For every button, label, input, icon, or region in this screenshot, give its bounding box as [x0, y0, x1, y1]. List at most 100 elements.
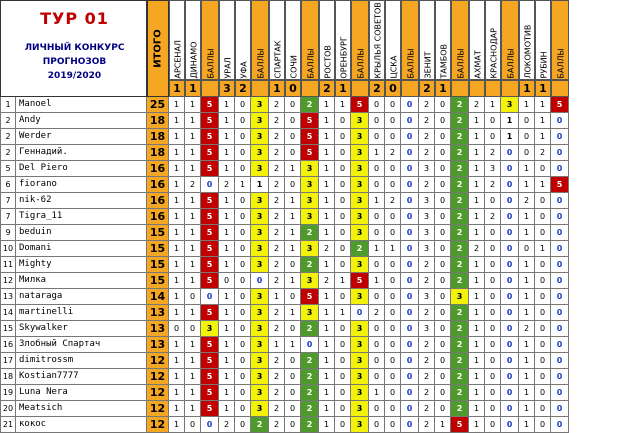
prediction-home: 1: [219, 257, 235, 273]
prediction-away: 1: [185, 225, 201, 241]
prediction-away: 1: [185, 241, 201, 257]
total-points: 15: [147, 225, 169, 241]
points-cell: 2: [451, 209, 469, 225]
points-cell: 0: [401, 113, 419, 129]
prediction-away: 1: [485, 97, 501, 113]
points-cell: 0: [401, 241, 419, 257]
prediction-away: 1: [285, 209, 301, 225]
prediction-away: 0: [235, 385, 251, 401]
prediction-home: 1: [469, 305, 485, 321]
prediction-home: 2: [319, 241, 335, 257]
prediction-away: 0: [285, 385, 301, 401]
points-cell: 5: [201, 129, 219, 145]
prediction-away: 0: [435, 369, 451, 385]
prediction-home: 1: [319, 209, 335, 225]
points-cell: 0: [401, 193, 419, 209]
total-points: 15: [147, 241, 169, 257]
player-name: nataraga: [16, 289, 147, 305]
prediction-away: 0: [235, 273, 251, 289]
points-header-cell: БАЛЛЫ: [501, 0, 519, 80]
prediction-home: 3: [419, 241, 435, 257]
prediction-home: 1: [519, 305, 535, 321]
prediction-away: 0: [435, 225, 451, 241]
prediction-home: 1: [169, 209, 185, 225]
points-header-cell: БАЛЛЫ: [451, 0, 469, 80]
rank-cell: 18: [0, 369, 16, 385]
prediction-away: 0: [385, 273, 401, 289]
prediction-away: 0: [435, 353, 451, 369]
rank-cell: 9: [0, 225, 16, 241]
total-points: 18: [147, 145, 169, 161]
prediction-home: 1: [169, 97, 185, 113]
prediction-away: 0: [235, 209, 251, 225]
team-away-header-cell: ЦСКА: [385, 0, 401, 80]
rank-cell: 12: [0, 273, 16, 289]
prediction-home: 2: [269, 257, 285, 273]
prediction-away: 0: [335, 161, 351, 177]
prediction-home: 1: [319, 177, 335, 193]
player-name: Skywalker: [16, 321, 147, 337]
prediction-away: 1: [285, 225, 301, 241]
points-cell: 3: [251, 305, 269, 321]
prediction-home: 2: [419, 177, 435, 193]
points-cell: 0: [551, 113, 569, 129]
prediction-home: 1: [319, 225, 335, 241]
round-title: ТУР 01: [40, 9, 109, 28]
prediction-home: 1: [469, 385, 485, 401]
points-cell: 2: [451, 401, 469, 417]
title-block: ТУР 01 ЛИЧНЫЙ КОНКУРС ПРОГНОЗОВ 2019/202…: [0, 0, 147, 97]
prediction-away: 0: [285, 145, 301, 161]
total-column-header: ИТОГО: [147, 0, 169, 97]
points-cell: 0: [301, 337, 319, 353]
prediction-home: 1: [169, 401, 185, 417]
total-points: 16: [147, 209, 169, 225]
rank-cell: 15: [0, 321, 16, 337]
total-points: 12: [147, 385, 169, 401]
points-cell: 3: [251, 241, 269, 257]
prediction-home: 1: [319, 417, 335, 433]
points-cell: 1: [501, 113, 519, 129]
team-away-header: ТАМБОВ: [439, 43, 449, 79]
prediction-away: 0: [335, 225, 351, 241]
prediction-away: 0: [385, 97, 401, 113]
prediction-home: 2: [269, 97, 285, 113]
prediction-home: 2: [369, 305, 385, 321]
prediction-home: 2: [269, 305, 285, 321]
prediction-home: 2: [269, 209, 285, 225]
prediction-away: 0: [535, 417, 551, 433]
team-away-header-cell: КРАСНОДАР: [485, 0, 501, 80]
total-points: 15: [147, 257, 169, 273]
prediction-home: 1: [319, 353, 335, 369]
prediction-away: 1: [285, 337, 301, 353]
prediction-away: 1: [185, 209, 201, 225]
points-cell: 3: [251, 289, 269, 305]
points-cell: 0: [501, 305, 519, 321]
prediction-home: 0: [369, 289, 385, 305]
points-cell: 3: [351, 209, 369, 225]
result-points-blank: [501, 80, 519, 97]
prediction-away: 0: [385, 401, 401, 417]
prediction-away: 0: [535, 385, 551, 401]
prediction-home: 1: [169, 161, 185, 177]
prediction-away: 0: [535, 353, 551, 369]
prediction-home: 3: [419, 161, 435, 177]
prediction-home: 1: [319, 289, 335, 305]
total-points: 18: [147, 129, 169, 145]
prediction-away: 0: [435, 401, 451, 417]
points-cell: 2: [301, 353, 319, 369]
points-cell: 5: [201, 113, 219, 129]
prediction-home: 1: [469, 129, 485, 145]
prediction-away: 0: [535, 257, 551, 273]
total-points: 14: [147, 289, 169, 305]
points-cell: 0: [401, 97, 419, 113]
prediction-home: 0: [369, 257, 385, 273]
prediction-away: 0: [485, 417, 501, 433]
prediction-away: 0: [385, 289, 401, 305]
points-cell: 0: [551, 241, 569, 257]
points-cell: 0: [501, 337, 519, 353]
points-cell: 0: [551, 161, 569, 177]
prediction-away: 0: [485, 241, 501, 257]
result-home-goals: 3: [219, 80, 235, 97]
prediction-home: 2: [419, 129, 435, 145]
points-cell: 3: [251, 225, 269, 241]
